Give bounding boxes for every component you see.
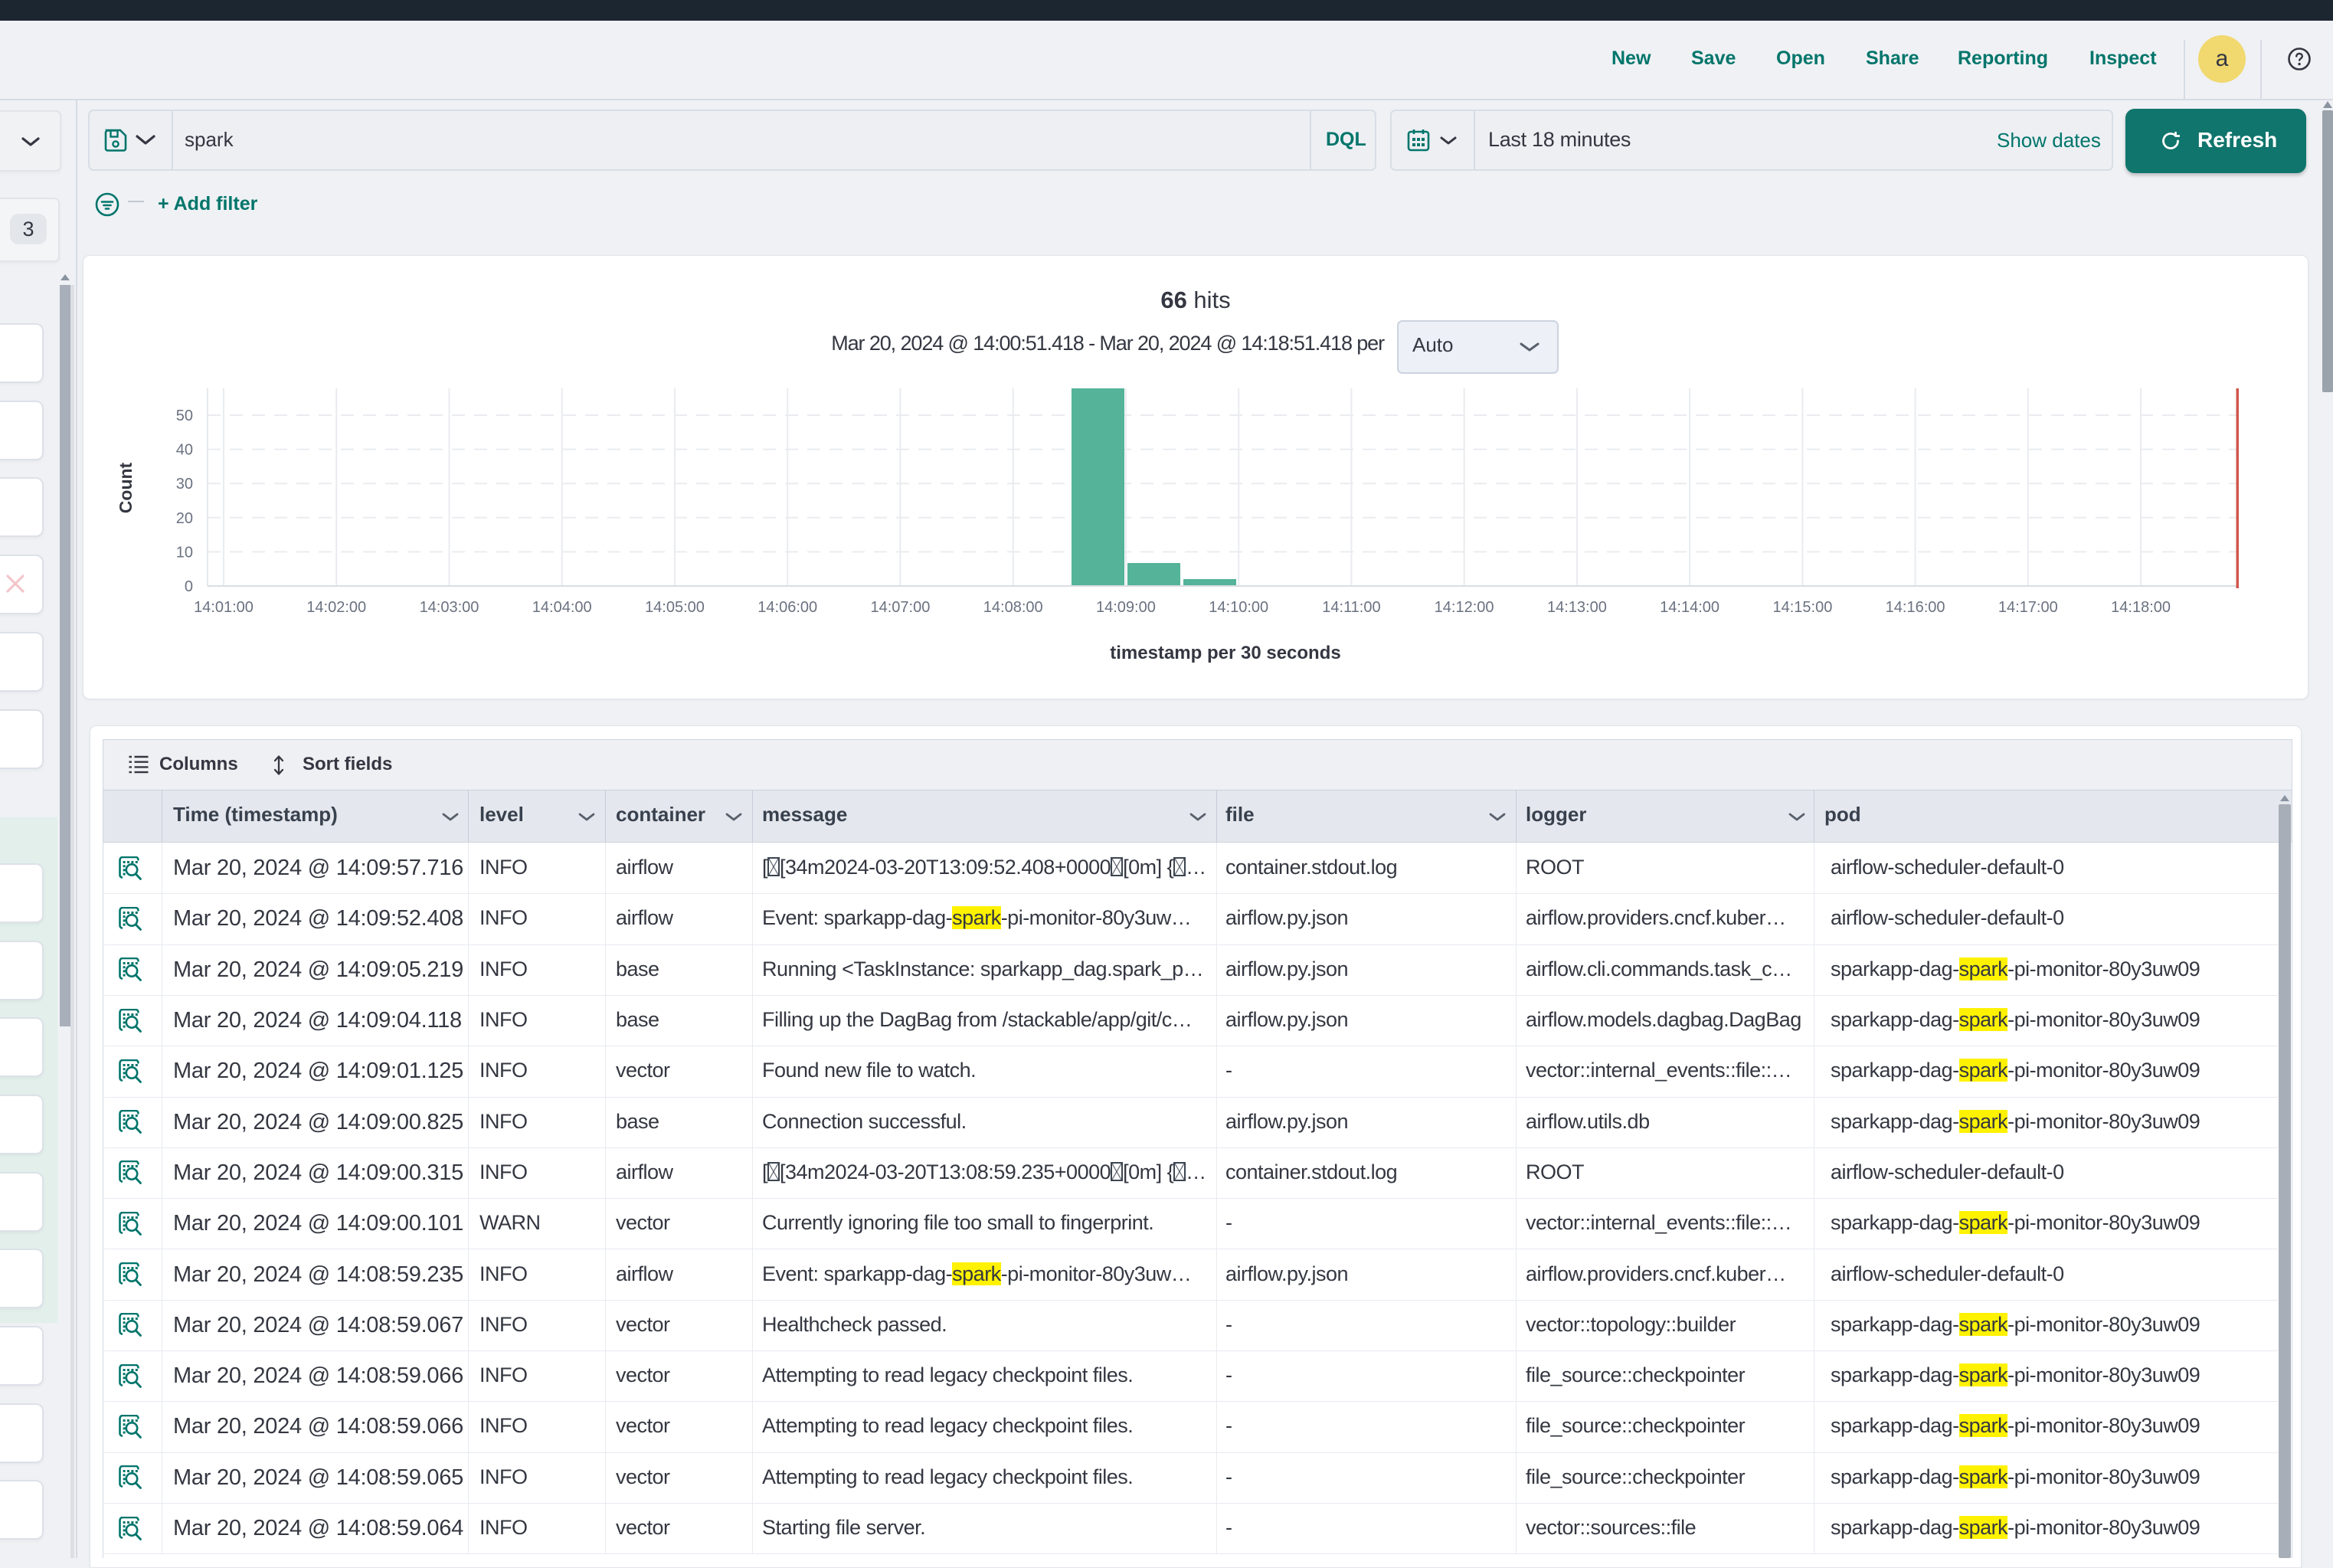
svg-text:timestamp per 30 seconds: timestamp per 30 seconds [1110,643,1340,663]
svg-text:40: 40 [176,442,193,459]
svg-text:14:07:00: 14:07:00 [870,599,930,616]
svg-text:Count: Count [116,462,136,513]
svg-text:14:01:00: 14:01:00 [194,599,254,616]
svg-text:14:09:00: 14:09:00 [1096,599,1156,616]
svg-text:0: 0 [185,578,193,595]
svg-text:14:14:00: 14:14:00 [1660,599,1719,616]
svg-text:14:12:00: 14:12:00 [1435,599,1494,616]
svg-text:30: 30 [176,476,193,493]
svg-text:14:18:00: 14:18:00 [2111,599,2171,616]
svg-text:14:11:00: 14:11:00 [1322,599,1380,616]
svg-text:14:16:00: 14:16:00 [1886,599,1945,616]
svg-text:14:08:00: 14:08:00 [983,599,1043,616]
svg-text:14:05:00: 14:05:00 [645,599,705,616]
svg-text:14:15:00: 14:15:00 [1772,599,1832,616]
svg-text:14:10:00: 14:10:00 [1209,599,1268,616]
svg-text:14:13:00: 14:13:00 [1547,599,1607,616]
svg-text:10: 10 [176,544,193,561]
svg-text:14:17:00: 14:17:00 [1998,599,2058,616]
svg-text:14:03:00: 14:03:00 [420,599,479,616]
svg-text:14:02:00: 14:02:00 [306,599,366,616]
svg-text:20: 20 [176,510,193,527]
svg-text:50: 50 [176,408,193,424]
svg-text:14:04:00: 14:04:00 [532,599,592,616]
svg-text:14:06:00: 14:06:00 [757,599,817,616]
